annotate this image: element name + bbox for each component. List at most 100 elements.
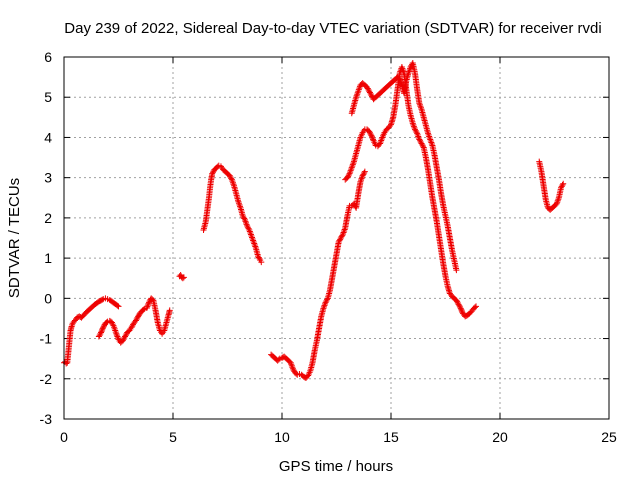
data-point — [337, 236, 344, 243]
series-arc-4 — [200, 162, 265, 266]
data-point — [132, 317, 139, 324]
data-point — [144, 302, 151, 309]
data-point — [367, 131, 374, 138]
data-point — [365, 86, 372, 93]
data-point — [256, 255, 263, 262]
data-point — [417, 137, 424, 144]
data-point — [368, 133, 375, 140]
data-point — [209, 169, 216, 176]
data-point — [366, 88, 373, 95]
data-point — [419, 141, 426, 148]
x-tick-label: 0 — [60, 429, 68, 445]
series-arc-7 — [348, 60, 460, 274]
data-point — [455, 301, 462, 308]
data-point — [180, 274, 187, 281]
data-point — [417, 139, 424, 146]
y-axis-label: SDTVAR / TECUs — [6, 178, 23, 298]
data-point — [128, 324, 135, 331]
data-point — [244, 224, 251, 231]
data-point — [558, 184, 565, 191]
data-point — [369, 135, 376, 142]
data-point — [140, 306, 147, 313]
x-axis-label: GPS time / hours — [279, 458, 393, 475]
y-tick-label: 3 — [44, 170, 52, 186]
data-point — [289, 365, 296, 372]
data-point — [258, 259, 265, 266]
plot-frame — [63, 56, 610, 420]
data-point — [95, 333, 102, 340]
data-point — [114, 333, 121, 340]
data-point — [290, 367, 297, 374]
data-point — [255, 254, 262, 261]
data-point — [453, 267, 460, 274]
data-point — [166, 307, 173, 314]
data-point — [129, 322, 136, 329]
data-point — [366, 89, 373, 96]
y-tick-label: -1 — [40, 331, 53, 347]
data-point — [122, 333, 129, 340]
x-tick-label: 20 — [492, 429, 508, 445]
data-point — [558, 183, 565, 190]
data-point — [458, 306, 465, 313]
data-point — [344, 174, 351, 181]
data-point — [209, 170, 216, 177]
data-point — [458, 308, 465, 315]
data-point — [113, 332, 120, 339]
data-point — [98, 329, 105, 336]
chart-title: Day 239 of 2022, Sidereal Day-to-day VTE… — [64, 20, 601, 37]
data-point — [120, 336, 127, 343]
x-tick-label: 15 — [383, 429, 399, 445]
data-point — [360, 171, 367, 178]
data-point — [361, 168, 368, 175]
data-point — [345, 173, 352, 180]
data-point — [145, 300, 152, 307]
data-point — [457, 304, 464, 311]
data-point — [226, 172, 233, 179]
data-point — [149, 296, 156, 303]
data-point — [361, 169, 368, 176]
data-point — [241, 215, 248, 222]
y-tick-label: 1 — [44, 250, 52, 266]
data-point — [456, 302, 463, 309]
y-tick-label: -3 — [40, 411, 53, 427]
series-arc-6 — [342, 64, 480, 320]
y-tick-label: 4 — [44, 129, 52, 145]
x-tick-label: 10 — [274, 429, 290, 445]
x-tick-label: 5 — [169, 429, 177, 445]
data-point — [364, 85, 371, 92]
data-point — [323, 298, 330, 305]
data-point — [366, 129, 373, 136]
data-point — [245, 225, 252, 232]
data-point — [144, 303, 151, 310]
data-point — [99, 325, 106, 332]
y-tick-label: 0 — [44, 290, 52, 306]
series-arc-5 — [268, 168, 368, 381]
data-point — [113, 330, 120, 337]
data-point — [559, 182, 566, 189]
data-point — [359, 172, 366, 179]
data-point — [114, 302, 121, 309]
data-point — [345, 171, 352, 178]
series-arc-3 — [176, 272, 187, 282]
data-point — [255, 253, 262, 260]
data-point — [100, 324, 107, 331]
data-point — [366, 128, 373, 135]
data-point — [134, 314, 141, 321]
point-layer — [61, 60, 567, 381]
data-point — [99, 326, 106, 333]
y-tick-label: -2 — [40, 371, 53, 387]
data-point — [115, 303, 122, 310]
data-point — [419, 143, 426, 150]
data-point — [103, 319, 110, 326]
data-point — [143, 304, 150, 311]
data-point — [179, 275, 186, 282]
y-tick-label: 2 — [44, 210, 52, 226]
data-point — [114, 334, 121, 341]
data-point — [99, 296, 106, 303]
data-point — [370, 136, 377, 143]
data-point — [336, 237, 343, 244]
data-point — [471, 304, 478, 311]
data-point — [119, 337, 126, 344]
data-point — [96, 332, 103, 339]
